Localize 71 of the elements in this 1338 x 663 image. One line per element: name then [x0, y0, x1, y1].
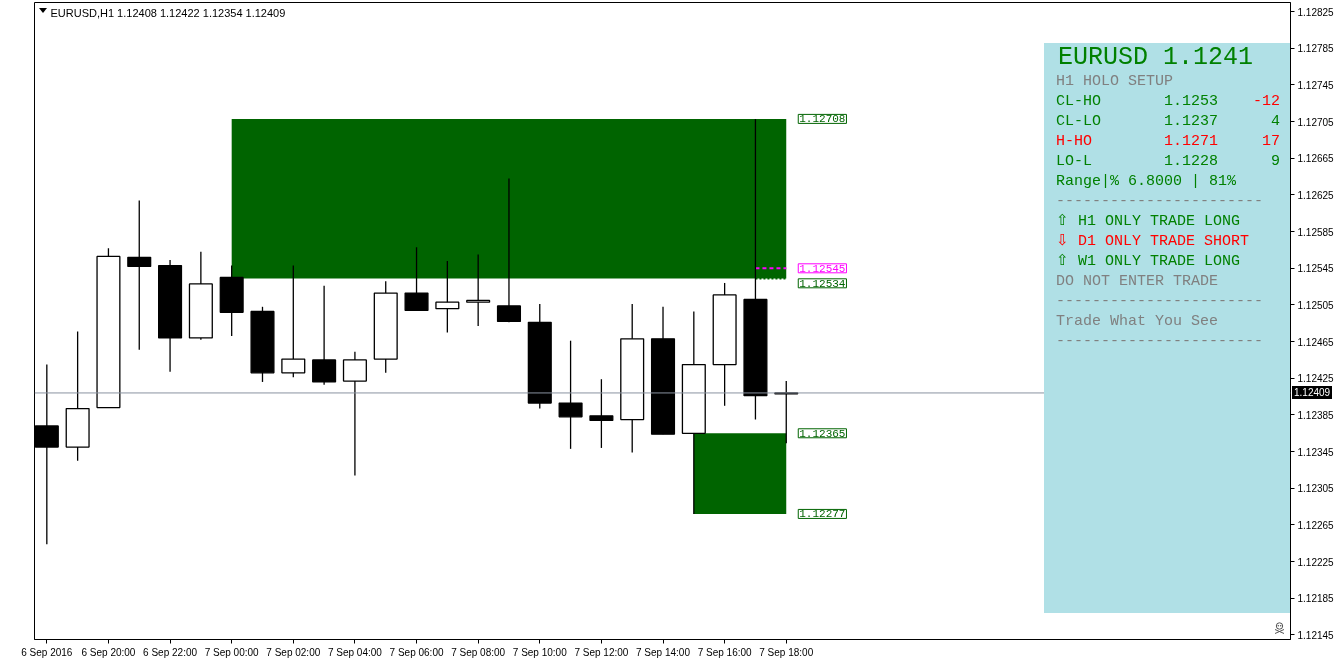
x-tick-label: 6 Sep 2016	[21, 646, 73, 658]
annotation: Range|% 6.8000 | 81%	[1056, 173, 1237, 191]
annotation: -12	[1252, 93, 1280, 111]
annotation: 1.12277	[799, 508, 846, 521]
annotation: ⇩ D1 ONLY TRADE SHORT	[1056, 233, 1250, 251]
candlestick	[496, 177, 522, 324]
x-tick-label: 7 Sep 08:00	[451, 646, 506, 658]
annotation: ⇧ H1 ONLY TRADE LONG	[1056, 213, 1241, 231]
candlestick	[127, 199, 152, 351]
y-tick-label: 1.12785	[1297, 43, 1335, 55]
annotation: -----------------------	[1056, 293, 1264, 311]
annotation: CL-LO	[1056, 113, 1102, 131]
y-tick-label: 1.12465	[1297, 336, 1335, 348]
text: EURUSD 1.1241	[1058, 43, 1254, 72]
candlestick	[342, 351, 367, 477]
annotation: CL-HO	[1056, 93, 1102, 111]
annotation: 1.1253	[1164, 93, 1219, 111]
annotation: 4	[1270, 113, 1280, 131]
y-tick-label: 1.12145	[1297, 629, 1335, 641]
y-tick-label: 1.12825	[1297, 6, 1335, 18]
data-label: 1.12545	[799, 262, 846, 275]
chart-title: EURUSD,H1 1.12408 1.12422 1.12354 1.12409	[50, 6, 286, 19]
x-tick-label: 7 Sep 12:00	[574, 646, 629, 658]
annotation: LO-L	[1056, 153, 1093, 171]
x-tick-label: 7 Sep 14:00	[636, 646, 691, 658]
y-tick-label: 1.12265	[1297, 519, 1335, 531]
annotation: -----------------------	[1056, 333, 1264, 351]
y-tick-label: 1.12745	[1297, 79, 1335, 91]
y-tick-label: 1.12185	[1297, 593, 1335, 605]
y-tick-label: 1.12665	[1297, 153, 1335, 165]
annotation: Trade What You See	[1056, 313, 1219, 331]
annotation: 1.1237	[1164, 113, 1219, 131]
candlestick	[435, 260, 460, 334]
y-tick-label: 1.12225	[1297, 556, 1335, 568]
y-tick-label: 1.12425	[1297, 373, 1335, 385]
annotation: H1 HOLO SETUP	[1056, 73, 1174, 91]
x-tick-label: 7 Sep 04:00	[327, 646, 383, 658]
candlestick	[558, 340, 583, 450]
annotation: 1.1228	[1164, 153, 1219, 171]
annotation: H-HO	[1056, 133, 1093, 151]
x-tick-label: 7 Sep 16:00	[697, 646, 753, 658]
y-tick-label: 1.12545	[1297, 263, 1335, 275]
x-tick-label: 7 Sep 10:00	[512, 646, 568, 658]
annotation: DO NOT ENTER TRADE	[1056, 273, 1219, 291]
ref-line-label: 1.12409	[1292, 385, 1333, 399]
annotation: -----------------------	[1056, 193, 1264, 211]
x-tick-label: 7 Sep 02:00	[266, 646, 321, 658]
annotation: 1.1271	[1164, 133, 1219, 151]
annotation: 17	[1261, 133, 1280, 151]
y-tick-label: 1.12625	[1297, 189, 1335, 201]
x-tick-label: 6 Sep 20:00	[81, 646, 136, 658]
y-tick-label: 1.12705	[1297, 116, 1335, 128]
x-tick-label: 7 Sep 00:00	[204, 646, 260, 658]
x-tick-label: 7 Sep 18:00	[759, 646, 814, 658]
x-tick-label: 7 Sep 06:00	[389, 646, 444, 658]
data-label: 1.12534	[799, 277, 846, 290]
annotation: 1.12365	[799, 427, 846, 440]
candlestick	[589, 378, 614, 449]
annotation: ⇧ W1 ONLY TRADE LONG	[1056, 253, 1241, 271]
y-tick-label: 1.12385	[1297, 409, 1335, 421]
y-tick-label: 1.12585	[1297, 226, 1335, 238]
annotation: 1.12708	[799, 113, 846, 126]
candlestick	[404, 246, 429, 312]
y-tick-label: 1.12345	[1297, 446, 1335, 458]
y-tick-label: 1.12305	[1297, 483, 1335, 495]
candlestick	[466, 253, 491, 327]
candlestick	[312, 285, 337, 386]
annotation: 9	[1270, 153, 1280, 171]
candlestick	[281, 264, 306, 379]
x-tick-label: 6 Sep 22:00	[143, 646, 198, 658]
y-tick-label: 1.12505	[1297, 299, 1335, 311]
